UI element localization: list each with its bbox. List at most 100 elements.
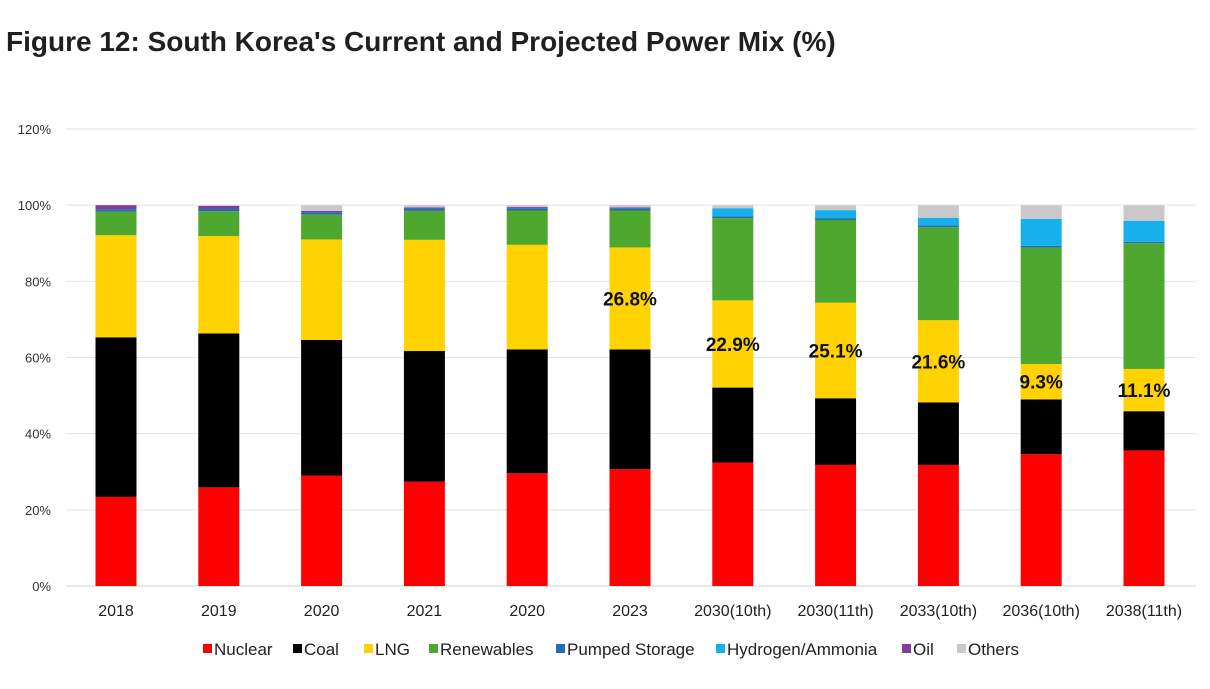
y-tick-label: 120% [18,122,52,137]
y-tick-label: 60% [25,351,51,366]
bar-nuclear-2023 [609,469,651,586]
bar-coal-2021 [403,351,445,482]
legend-swatch-nuclear [203,644,212,653]
bar-oil-2020 [506,207,548,209]
bar-nuclear-2019 [198,487,240,586]
bar-hydrogen-ammonia-2030-11th [815,210,857,219]
bar-oil-2019 [198,205,240,209]
legend-label-nuclear: Nuclear [214,640,273,659]
data-label-2030-10th: 22.9% [706,335,760,356]
y-tick-label: 100% [18,198,52,213]
bar-nuclear-2021 [403,481,445,586]
data-label-2023: 26.8% [603,289,657,310]
legend-swatch-coal [293,644,302,653]
bar-others-2036-10th [1020,205,1062,219]
bar-others-2023 [609,205,651,208]
bar-nuclear-2018 [95,496,137,586]
bar-stack-2030-11th [815,205,857,586]
legend-swatch-renewables [429,644,438,653]
bar-renewables-2033-10th [917,227,959,321]
bar-others-2030-10th [712,205,754,209]
legend-swatch-others [957,644,966,653]
y-tick-label: 20% [25,503,51,518]
data-label-2038-11th: 11.1% [1118,381,1171,402]
bar-oil-2021 [403,207,445,209]
bar-others-2020 [301,205,343,211]
x-category-label: 2020 [304,603,340,620]
bar-coal-2033-10th [917,402,959,465]
bar-coal-2030-10th [712,387,754,463]
data-label-2033-10th: 21.6% [911,352,965,373]
bar-lng-2020 [506,244,548,350]
bar-hydrogen-ammonia-2038-11th [1123,220,1165,242]
x-category-label: 2020 [509,603,545,620]
bar-pumped-storage-2038-11th [1123,241,1165,244]
data-label-2036-10th: 9.3% [1020,373,1063,394]
legend-label-hydrogen-ammonia: Hydrogen/Ammonia [727,640,878,659]
bar-renewables-2038-11th [1123,243,1165,369]
bars [95,205,1165,586]
bar-renewables-2023 [609,210,651,248]
bar-others-2021 [403,205,445,208]
bar-coal-2019 [198,333,240,488]
bar-pumped-storage-2021 [403,208,445,211]
bar-pumped-storage-2020 [301,212,343,215]
bar-lng-2019 [198,236,240,334]
bar-renewables-2018 [95,211,137,236]
bar-lng-2036-10th [1020,363,1062,400]
bar-nuclear-2036-10th [1020,454,1062,586]
bar-renewables-2021 [403,210,445,240]
y-tick-label: 0% [32,579,51,594]
y-axis-ticks: 0% 20% 40% 60% 80% 100% 120% [18,122,52,594]
bar-nuclear-2030-11th [815,464,857,586]
bar-lng-2033-10th [917,320,959,403]
legend-label-pumped-storage: Pumped Storage [567,640,695,659]
bar-pumped-storage-2036-10th [1020,245,1062,248]
x-category-label: 2036(10th) [1003,603,1080,620]
bar-oil-2020 [301,210,343,213]
x-category-label: 2030(11th) [797,603,873,620]
bar-coal-2036-10th [1020,399,1062,455]
bar-coal-2038-11th [1123,411,1165,451]
bar-pumped-storage-2033-10th [917,225,959,228]
bar-pumped-storage-2020 [506,208,548,211]
bar-lng-2023 [609,247,651,350]
bar-stack-2038-11th [1123,205,1165,586]
bar-others-2030-11th [815,205,857,211]
bar-stack-2018 [95,205,137,586]
bar-renewables-2030-11th [815,220,857,303]
bar-hydrogen-ammonia-2036-10th [1020,218,1062,246]
bar-stack-2023 [609,205,651,586]
legend: Nuclear Coal LNG Renewables Pumped Storage Hy… [203,640,1019,659]
bar-others-2038-11th [1123,205,1165,221]
bar-nuclear-2030-10th [712,462,754,586]
x-category-label: 2033(10th) [900,603,977,620]
bar-lng-2021 [403,239,445,352]
bar-lng-2018 [95,235,137,338]
bar-stack-2036-10th [1020,205,1062,586]
y-tick-label: 40% [25,427,51,442]
bar-renewables-2020 [506,210,548,245]
bar-coal-2020 [301,339,343,476]
bar-stack-2020 [506,205,548,586]
bar-stack-2021 [403,205,445,586]
x-category-label: 2038(11th) [1106,603,1182,620]
bar-renewables-2019 [198,211,240,237]
data-label-2030-11th: 25.1% [809,341,863,362]
bar-lng-2030-10th [712,300,754,388]
bar-others-2019 [198,205,240,206]
bar-nuclear-2038-11th [1123,450,1165,586]
bar-pumped-storage-2018 [95,209,137,212]
legend-label-others: Others [968,640,1019,659]
legend-swatch-hydrogen-ammonia [716,644,725,653]
figure-title: Figure 12: South Korea's Current and Pro… [6,26,836,57]
bar-hydrogen-ammonia-2033-10th [917,217,959,226]
bar-others-2033-10th [917,205,959,218]
bar-oil-2023 [609,207,651,209]
legend-swatch-oil [902,644,911,653]
bar-stack-2030-10th [712,205,754,586]
bar-lng-2038-11th [1123,368,1165,412]
x-axis-categories: 2018 2019 2020 2021 2020 2023 2030(10th) 2030(1… [98,603,1182,620]
bar-pumped-storage-2030-10th [712,216,754,219]
